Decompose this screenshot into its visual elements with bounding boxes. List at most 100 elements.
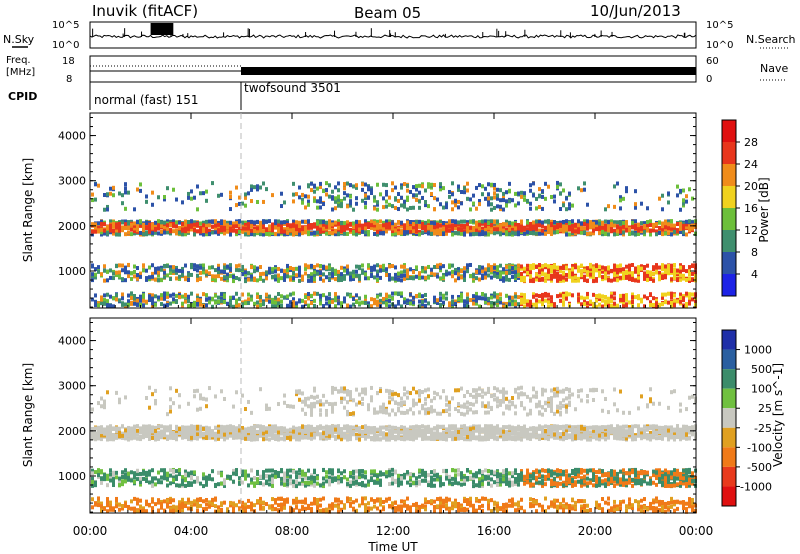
- heatmap-cell: [460, 189, 463, 194]
- heatmap-cell: [196, 273, 199, 278]
- heatmap-cell: [391, 296, 394, 301]
- heatmap-cell: [517, 275, 520, 280]
- heatmap-cell: [292, 199, 295, 204]
- heatmap-cell: [187, 500, 190, 505]
- heatmap-cell: [544, 292, 547, 297]
- heatmap-cell: [367, 301, 370, 306]
- heatmap-cell: [508, 229, 511, 234]
- heatmap-cell: [340, 272, 343, 277]
- heatmap-cell: [97, 436, 100, 441]
- heatmap-cell: [547, 229, 550, 234]
- heatmap-cell: [424, 188, 427, 193]
- heatmap-cell: [490, 275, 493, 280]
- heatmap-cell: [370, 190, 373, 195]
- heatmap-cell: [514, 274, 517, 279]
- heatmap-cell: [604, 267, 607, 272]
- heatmap-cell: [445, 228, 448, 233]
- heatmap-cell: [514, 203, 517, 208]
- heatmap-cell: [517, 302, 520, 307]
- heatmap-cell: [541, 220, 544, 225]
- heatmap-cell: [469, 298, 472, 303]
- heatmap-cell: [223, 219, 226, 224]
- heatmap-cell: [154, 302, 157, 307]
- heatmap-cell: [634, 219, 637, 224]
- heatmap-cell: [157, 432, 160, 437]
- heatmap-cell: [385, 189, 388, 194]
- heatmap-cell: [472, 228, 475, 233]
- heatmap-cell: [217, 270, 220, 275]
- heatmap-cell: [520, 274, 523, 279]
- heatmap-cell: [133, 471, 136, 476]
- heatmap-cell: [451, 274, 454, 279]
- heatmap-cell: [535, 196, 538, 201]
- heatmap-cell: [157, 270, 160, 275]
- heatmap-cell: [178, 500, 181, 505]
- heatmap-cell: [130, 435, 133, 440]
- heatmap-cell: [661, 292, 664, 297]
- heatmap-cell: [604, 225, 607, 230]
- cpid-segment-twofsound: twofsound 3501: [244, 81, 341, 95]
- heatmap-cell: [511, 302, 514, 307]
- heatmap-cell: [187, 429, 190, 434]
- heatmap-cell: [454, 299, 457, 304]
- heatmap-cell: [115, 426, 118, 431]
- heatmap-cell: [322, 278, 325, 283]
- heatmap-cell: [133, 428, 136, 433]
- heatmap-cell: [688, 276, 691, 281]
- heatmap-cell: [109, 268, 112, 273]
- heatmap-cell: [484, 267, 487, 272]
- heatmap-cell: [241, 220, 244, 225]
- heatmap-cell: [406, 207, 409, 212]
- heatmap-cell: [676, 268, 679, 273]
- heatmap-cell: [568, 292, 571, 297]
- heatmap-cell: [631, 295, 634, 300]
- heatmap-cell: [517, 272, 520, 277]
- heatmap-cell: [169, 227, 172, 232]
- heatmap-cell: [250, 232, 253, 237]
- heatmap-cell: [355, 185, 358, 190]
- heatmap-cell: [520, 220, 523, 225]
- heatmap-cell: [160, 231, 163, 236]
- heatmap-cell: [220, 292, 223, 297]
- heatmap-cell: [616, 229, 619, 234]
- heatmap-cell: [418, 304, 421, 309]
- heatmap-cell: [232, 304, 235, 309]
- heatmap-cell: [679, 188, 682, 193]
- heatmap-cell: [340, 228, 343, 233]
- heatmap-cell: [220, 276, 223, 281]
- heatmap-cell: [490, 300, 493, 305]
- heatmap-cell: [199, 229, 202, 234]
- heatmap-cell: [166, 483, 169, 488]
- heatmap-cell: [445, 272, 448, 277]
- heatmap-cell: [142, 295, 145, 300]
- heatmap-cell: [94, 501, 97, 506]
- heatmap-cell: [316, 223, 319, 228]
- heatmap-cell: [616, 270, 619, 275]
- heatmap-cell: [547, 269, 550, 274]
- heatmap-cell: [205, 272, 208, 277]
- heatmap-cell: [463, 277, 466, 282]
- heatmap-cell: [211, 181, 214, 186]
- heatmap-cell: [628, 277, 631, 282]
- heatmap-cell: [109, 424, 112, 429]
- heatmap-cell: [352, 272, 355, 277]
- heatmap-cell: [649, 270, 652, 275]
- heatmap-cell: [478, 232, 481, 237]
- heatmap-cell: [145, 479, 148, 484]
- heatmap-cell: [205, 293, 208, 298]
- heatmap-cell: [589, 267, 592, 272]
- heatmap-cell: [541, 206, 544, 211]
- heatmap-cell: [109, 500, 112, 505]
- heatmap-cell: [304, 219, 307, 224]
- heatmap-cell: [472, 299, 475, 304]
- heatmap-cell: [436, 274, 439, 279]
- heatmap-cell: [301, 200, 304, 205]
- heatmap-cell: [148, 385, 151, 390]
- heatmap-cell: [112, 479, 115, 484]
- heatmap-cell: [649, 303, 652, 308]
- heatmap-cell: [166, 436, 169, 441]
- heatmap-cell: [187, 294, 190, 299]
- power-colorbar-label: Power [dB]: [757, 177, 771, 242]
- heatmap-cell: [445, 296, 448, 301]
- heatmap-cell: [208, 219, 211, 224]
